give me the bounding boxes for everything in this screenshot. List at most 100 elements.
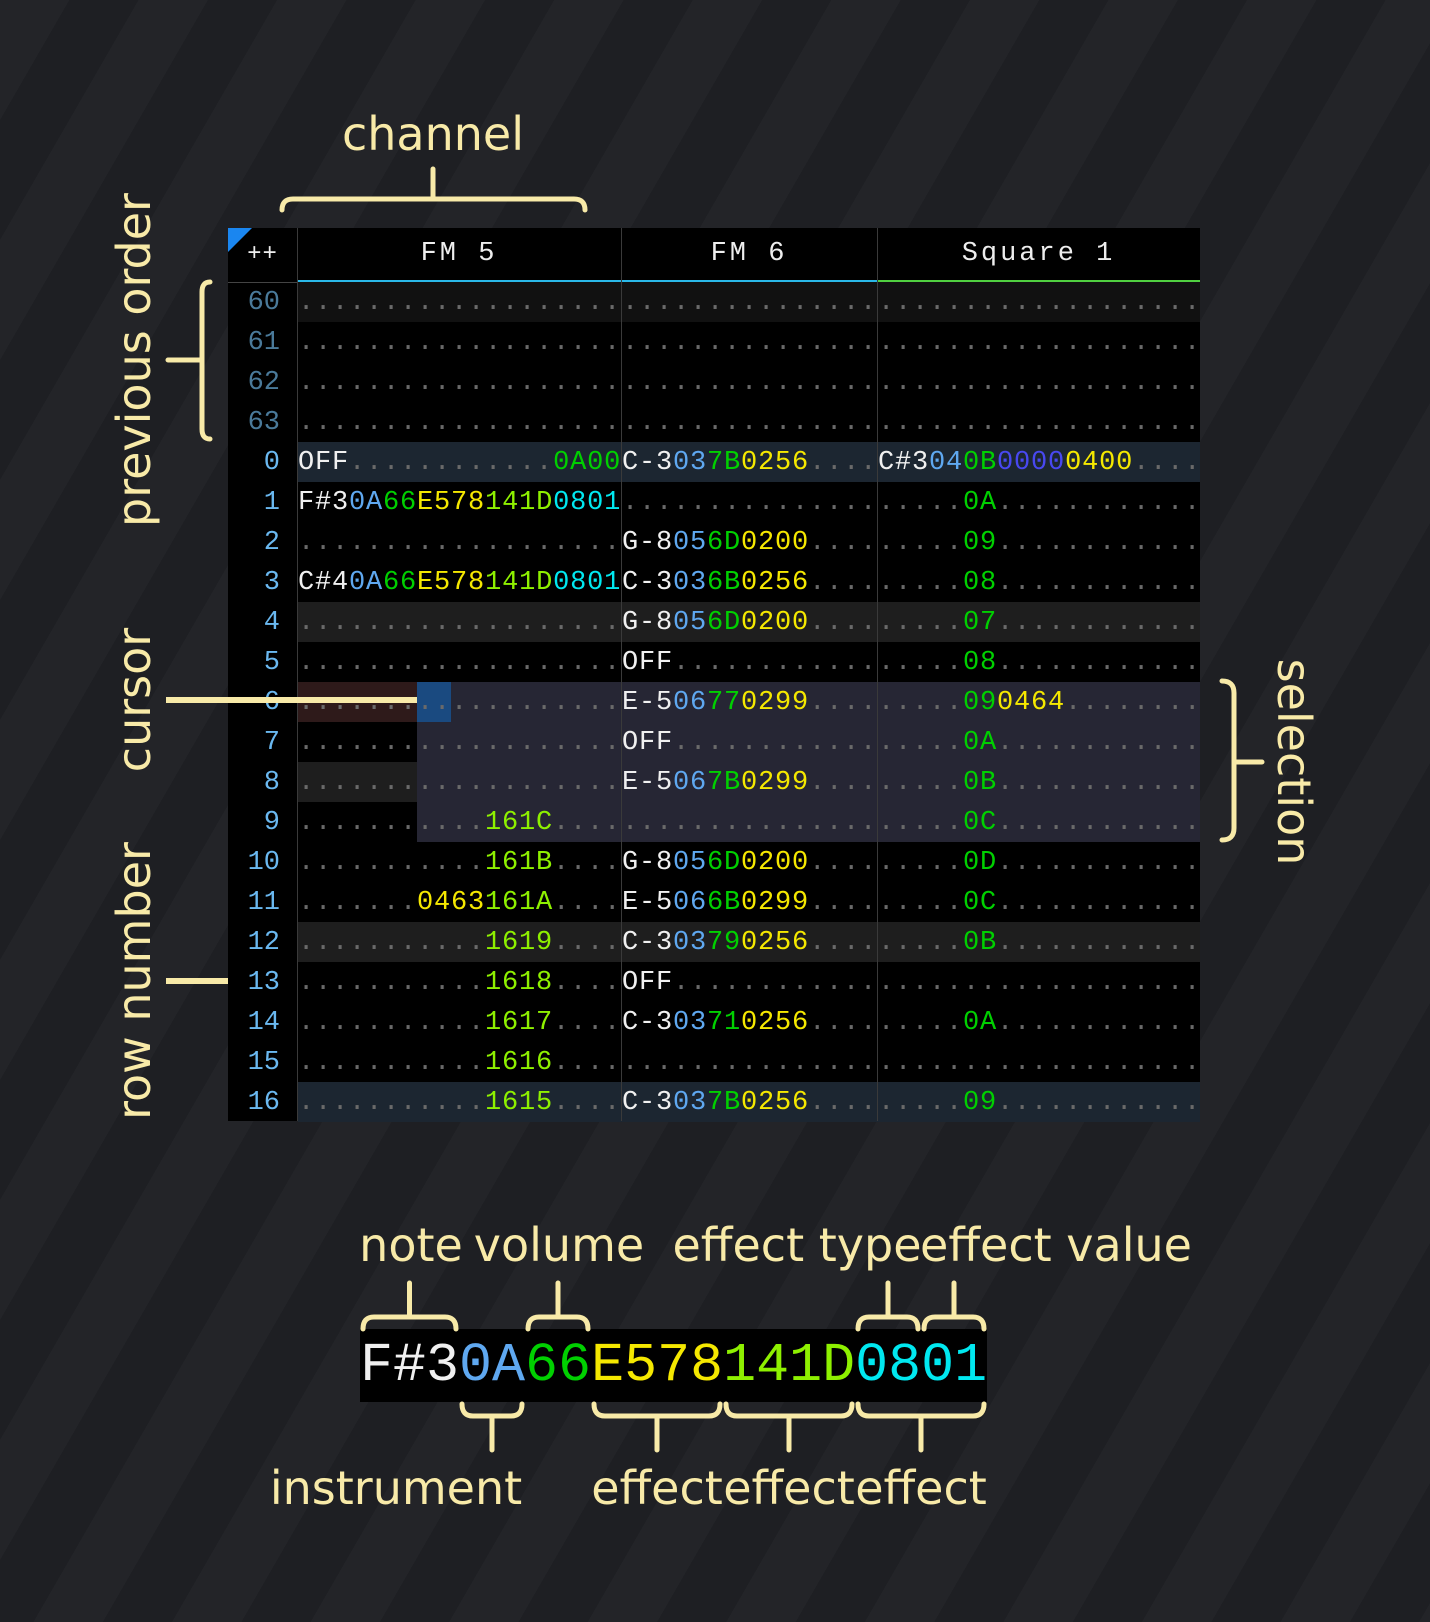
pattern-cell[interactable]: .....0A............: [878, 1008, 1201, 1038]
pattern-row[interactable]: 11 .......0463161A.... E-5066B0299........…: [228, 882, 1201, 922]
pattern-row[interactable]: 8................... E-5067B0299.........…: [228, 762, 1200, 802]
previous-order-row[interactable]: 60......................................…: [228, 282, 1200, 322]
pattern-cell[interactable]: OFF............0A00: [298, 448, 621, 478]
pattern-row[interactable]: 15 ...........1616.......................…: [228, 1042, 1201, 1082]
pattern-cell[interactable]: ...................: [878, 288, 1201, 318]
pattern-cell[interactable]: ...................: [298, 408, 621, 438]
pattern-cell[interactable]: ...........161C....: [298, 808, 621, 838]
pattern-cell[interactable]: ...............: [622, 488, 877, 518]
pattern-cell[interactable]: ...................: [298, 648, 621, 678]
add-channel-button[interactable]: ++: [247, 240, 278, 268]
pattern-row[interactable]: 3 C#40A66E578141D0801 C-3036B0256.........…: [228, 562, 1200, 602]
pattern-cell[interactable]: C-303710256....: [622, 1008, 877, 1038]
pattern-cell[interactable]: C#3040B00000400....: [878, 448, 1201, 478]
pattern-cell[interactable]: .....09............: [878, 528, 1201, 558]
pattern-row[interactable]: 14 ...........1617.... C-303710256........…: [228, 1002, 1201, 1042]
pattern-cell[interactable]: G-8056D0200....: [622, 528, 877, 558]
pattern-cell[interactable]: C-3037B0256....: [622, 1088, 877, 1118]
pattern-cell[interactable]: .....08............: [878, 568, 1201, 598]
cursor[interactable]: [417, 682, 451, 722]
pattern-row[interactable]: 0 OFF............0A00 C-3037B0256.... C#304…: [228, 442, 1200, 482]
pattern-cell[interactable]: ...................: [878, 1048, 1201, 1078]
pattern-row[interactable]: 16 ...........1615.... C-3037B0256........…: [228, 1082, 1200, 1122]
pattern-cell[interactable]: ...................: [298, 768, 621, 798]
pattern-cell[interactable]: C-303790256....: [622, 928, 877, 958]
empty-field: ............: [997, 728, 1202, 758]
pattern-cell[interactable]: C-3037B0256....: [622, 448, 877, 478]
pattern-cell[interactable]: ...................: [878, 328, 1201, 358]
previous-order-row[interactable]: 63......................................…: [228, 402, 1201, 442]
pattern-cell[interactable]: ...................: [878, 408, 1201, 438]
field-value: G-8: [622, 848, 674, 878]
pattern-cell[interactable]: .....08............: [878, 648, 1201, 678]
pattern-cell[interactable]: C#40A66E578141D0801: [298, 568, 621, 598]
pattern-row[interactable]: 9 ...........161C........................…: [228, 802, 1200, 842]
pattern-cell[interactable]: ...................: [298, 728, 621, 758]
empty-field: ....: [553, 1048, 622, 1078]
selection-area[interactable]: [417, 722, 1200, 762]
pattern-cell[interactable]: ...................: [878, 968, 1201, 998]
pattern-cell[interactable]: ...................: [878, 368, 1201, 398]
pattern-cell[interactable]: ...........1619....: [298, 928, 621, 958]
pattern-cell[interactable]: E-506770299....: [622, 688, 877, 718]
pattern-cell[interactable]: ...............: [622, 368, 877, 398]
empty-field: ...........: [298, 1008, 486, 1038]
pattern-cell[interactable]: G-8056D0200....: [622, 608, 877, 638]
pattern-cell[interactable]: ...................: [298, 328, 621, 358]
label-instrument: instrument: [269, 1461, 523, 1515]
pattern-row[interactable]: 13 ...........1618.... OFF................…: [228, 962, 1201, 1002]
pattern-row[interactable]: 1 F#30A66E578141D0801....................…: [228, 482, 1200, 522]
pattern-cell[interactable]: .....0A............: [878, 728, 1201, 758]
pattern-cell[interactable]: .......0463161A....: [298, 888, 621, 918]
pattern-cell[interactable]: ...........1617....: [298, 1008, 621, 1038]
pattern-cell[interactable]: ...........1615....: [298, 1088, 621, 1118]
pattern-row[interactable]: 2................... G-8056D0200.........…: [228, 522, 1200, 562]
pattern-cell[interactable]: OFF............: [622, 968, 877, 998]
pattern-cell[interactable]: ...........1618....: [298, 968, 621, 998]
previous-order-row[interactable]: 62......................................…: [228, 362, 1201, 402]
pattern-cell[interactable]: ...................: [298, 608, 621, 638]
pattern-cell[interactable]: ...............: [622, 808, 877, 838]
pattern-cell[interactable]: .....0B............: [878, 928, 1201, 958]
pattern-cell[interactable]: ...........161B....: [298, 848, 621, 878]
pattern-cell[interactable]: .....07............: [878, 608, 1201, 638]
pattern-cell[interactable]: .....0A............: [878, 488, 1201, 518]
pattern-cell[interactable]: OFF............: [622, 728, 877, 758]
pattern-row[interactable]: 6................... E-506770299.........…: [228, 682, 1200, 722]
channel-header[interactable]: FM 6: [710, 239, 788, 269]
pattern-cell[interactable]: C-3036B0256....: [622, 568, 877, 598]
pattern-cell[interactable]: E-5067B0299....: [622, 768, 877, 798]
pattern-row[interactable]: 5................... OFF.................…: [228, 642, 1200, 682]
channel-header[interactable]: Square 1: [961, 239, 1116, 269]
pattern-cell[interactable]: .....0C............: [878, 888, 1201, 918]
pattern-row[interactable]: 7................... OFF.................…: [228, 722, 1200, 762]
pattern-cell[interactable]: .....0B............: [878, 768, 1201, 798]
selection-area[interactable]: [417, 762, 1200, 802]
pattern-cell[interactable]: ...................: [298, 688, 621, 718]
pattern-cell[interactable]: .....090464........: [878, 688, 1201, 718]
pattern-cell[interactable]: ...............: [622, 288, 877, 318]
pattern-cell[interactable]: .....0D............: [878, 848, 1201, 878]
previous-order-row[interactable]: 61......................................…: [228, 322, 1201, 362]
pattern-editor[interactable]: ++ FM 5 FM 6 Square 1 60..................…: [228, 228, 1201, 1122]
selection-area[interactable]: [417, 682, 1200, 722]
pattern-cell[interactable]: .....09............: [878, 1088, 1201, 1118]
pattern-cell[interactable]: G-8056D0200....: [622, 848, 877, 878]
pattern-cell[interactable]: ...............: [622, 1048, 877, 1078]
pattern-cell[interactable]: ...............: [622, 408, 877, 438]
pattern-cell[interactable]: OFF............: [622, 648, 877, 678]
pattern-cell[interactable]: ...............: [622, 328, 877, 358]
pattern-cell[interactable]: F#30A66E578141D0801: [298, 488, 621, 518]
pattern-row[interactable]: 4................... G-8056D0200.........…: [228, 602, 1200, 642]
pattern-cell[interactable]: ...........1616....: [298, 1048, 621, 1078]
pattern-cell[interactable]: .....0C............: [878, 808, 1201, 838]
pattern-row[interactable]: 12 ...........1619.... C-303790256........…: [228, 922, 1200, 962]
pattern-cell[interactable]: ...................: [298, 528, 621, 558]
pattern-row[interactable]: 10 ...........161B.... G-8056D0200........…: [228, 842, 1201, 882]
pattern-cell[interactable]: ...................: [298, 288, 621, 318]
pattern-cell[interactable]: ...................: [298, 368, 621, 398]
pattern-cell[interactable]: E-5066B0299....: [622, 888, 877, 918]
selection-area[interactable]: [417, 802, 1200, 842]
channel-header[interactable]: FM 5: [420, 239, 498, 269]
label-volume: volume: [473, 1218, 645, 1272]
